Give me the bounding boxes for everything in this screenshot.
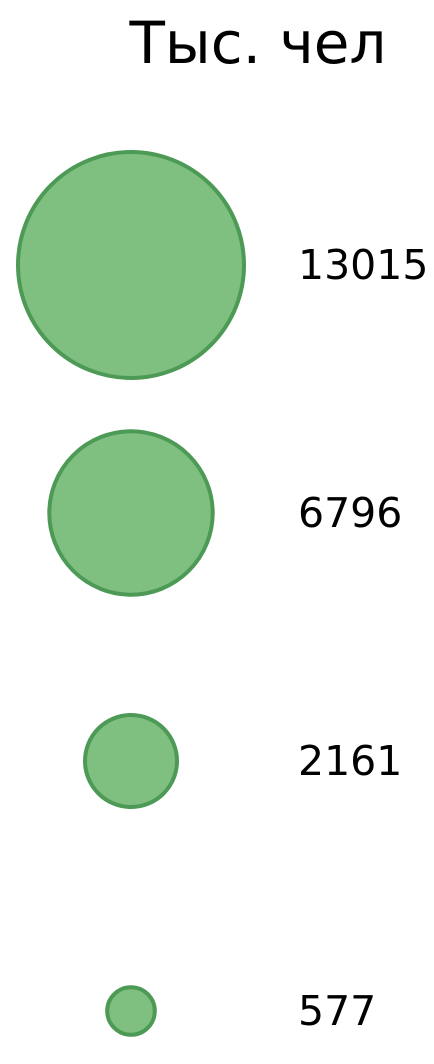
legend-bubble xyxy=(83,713,179,809)
legend-bubble-label: 577 xyxy=(298,987,376,1035)
legend-bubble-label: 2161 xyxy=(298,737,402,785)
legend-bubble-label: 13015 xyxy=(298,241,428,289)
legend-bubble xyxy=(47,429,215,597)
legend-bubble xyxy=(105,985,157,1037)
legend-bubble-label: 6796 xyxy=(298,489,402,537)
legend-entries: 13015 6796 2161 577 xyxy=(16,150,428,1037)
legend-title: Тыс. чел xyxy=(128,9,386,77)
legend-bubble xyxy=(16,150,246,380)
